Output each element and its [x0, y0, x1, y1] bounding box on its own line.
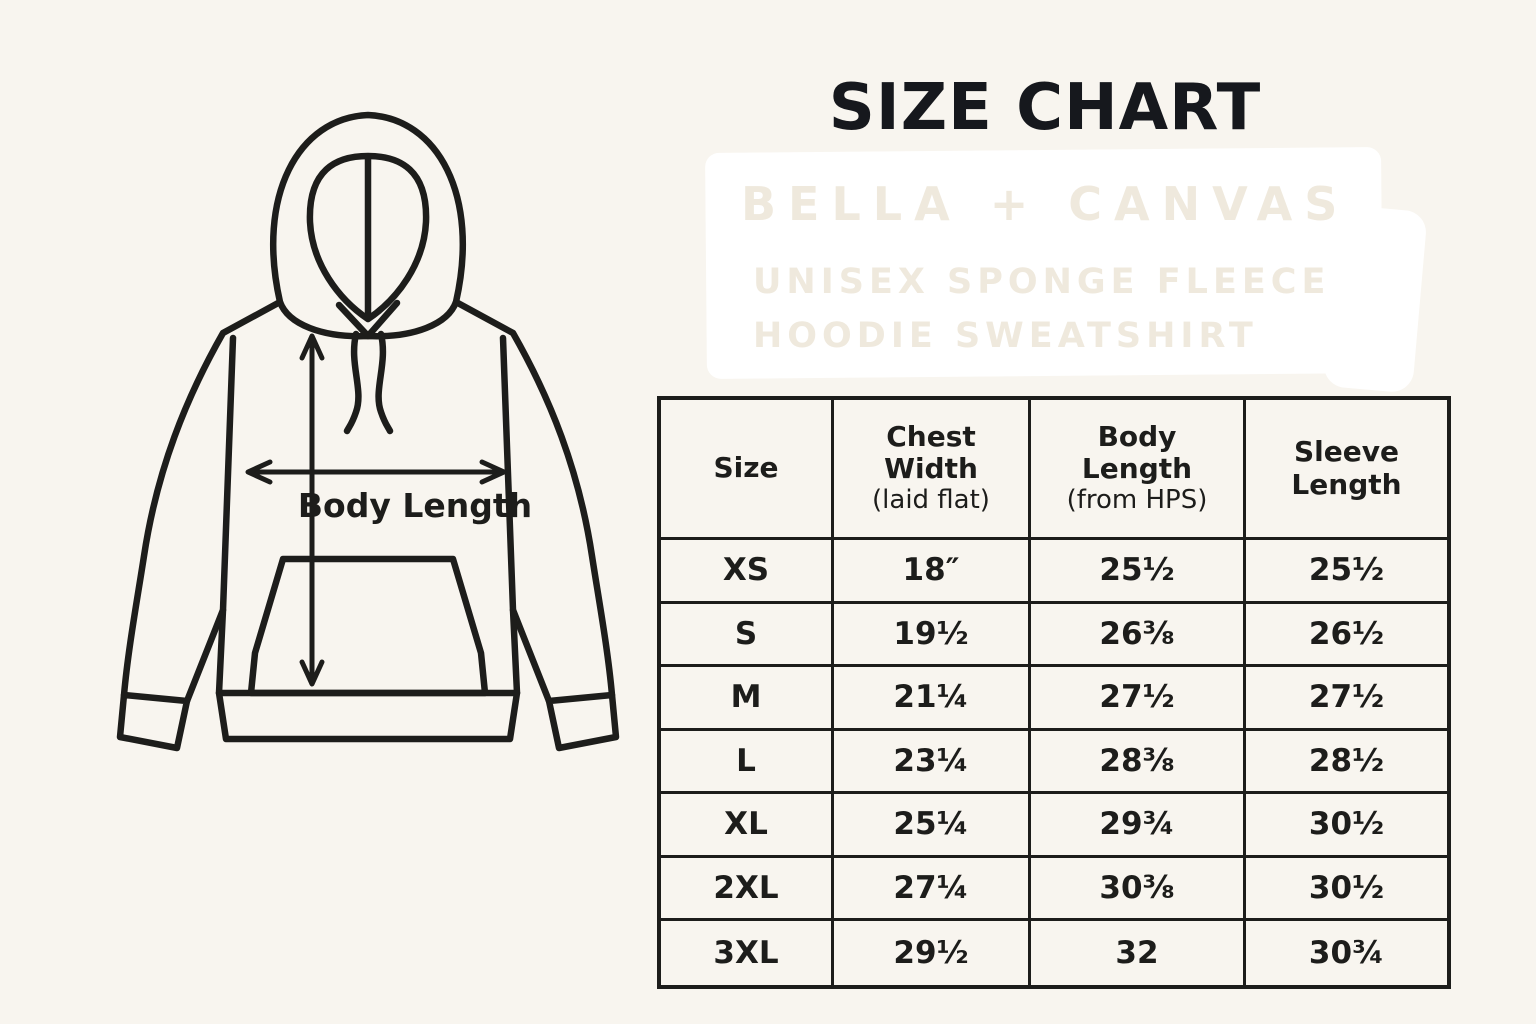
measurement: 27¼: [893, 869, 969, 906]
drawstring-left: [343, 330, 362, 435]
table-row-xl-chest: 25¼: [834, 794, 1031, 858]
hoodie-diagram: Body Length: [116, 111, 620, 752]
table-row-xl-body: 29¾: [1031, 794, 1246, 858]
neck-vee: [335, 299, 401, 340]
column-subtitle: (laid flat): [872, 485, 990, 516]
table-row-2xl-body: 30⅜: [1031, 857, 1246, 921]
measurement: 26⅜: [1099, 615, 1175, 652]
table-row-xs-sleeve: 25½: [1246, 540, 1447, 604]
measurement: 30½: [1308, 869, 1385, 906]
arrowhead-left: [245, 459, 273, 485]
table-row-l-body: 28⅜: [1031, 730, 1246, 794]
measurement: 28½: [1308, 742, 1385, 779]
measurement: 23¼: [893, 742, 969, 779]
sleeve-left-outer: [120, 298, 284, 699]
measurement: 25¼: [893, 806, 969, 843]
white-patch-edge: [1322, 204, 1428, 394]
hood-outline: [270, 111, 466, 340]
measurement: 29¾: [1099, 806, 1175, 843]
table-row-xl-sleeve: 30½: [1246, 794, 1447, 858]
cuff-left: [116, 691, 191, 752]
sleeve-right-outer: [452, 298, 616, 699]
table-row-3xl-chest: 29½: [834, 921, 1031, 985]
column-subtitle: (from HPS): [1066, 485, 1208, 516]
kangaroo-pocket: [247, 555, 489, 697]
measurement: 27½: [1308, 679, 1385, 716]
table-row-xs-chest: 18″: [834, 540, 1031, 604]
measurement: 19½: [893, 615, 969, 652]
cuff-right: [545, 691, 620, 752]
measurement: 18″: [902, 552, 960, 589]
column-title: Body Length: [1081, 419, 1193, 485]
measurement: 28⅜: [1099, 742, 1175, 779]
size-label: 2XL: [713, 869, 779, 906]
measurement: 30½: [1308, 806, 1385, 843]
measurement: 30⅜: [1099, 869, 1175, 906]
size-label: 3XL: [713, 934, 779, 971]
table-row-2xl-sleeve: 30½: [1246, 858, 1447, 921]
table-row-3xl-size: 3XL: [661, 921, 834, 985]
table-row-m-sleeve: 27½: [1246, 667, 1447, 731]
measurement: 25½: [1099, 552, 1175, 589]
hood-opening: [306, 152, 430, 323]
table-row-l-size: L: [661, 730, 834, 794]
size-label: XS: [722, 552, 770, 589]
table-row-3xl-sleeve: 30¾: [1246, 921, 1447, 985]
table-row-l-chest: 23¼: [834, 730, 1031, 794]
size-label: M: [730, 679, 762, 716]
hem-band: [215, 689, 521, 743]
measurement: 21¼: [893, 679, 969, 716]
column-title: Chest Width: [884, 419, 978, 485]
table-row-m-body: 27½: [1031, 667, 1246, 731]
header-cell-size: Size: [661, 400, 834, 540]
size-label: L: [736, 742, 756, 779]
body-length-label: Body Length: [298, 486, 532, 525]
measurement: 26½: [1308, 615, 1385, 652]
table-row-s-chest: 19½: [834, 603, 1031, 667]
body-side-left: [215, 606, 227, 697]
table-row-xs-body: 25½: [1031, 540, 1246, 604]
table-row-xl-size: XL: [661, 794, 834, 858]
measurement: 27½: [1099, 679, 1175, 716]
product-line-ghost: UNISEX SPONGE FLEECE: [753, 262, 1331, 302]
arrowhead-down: [299, 659, 325, 687]
sleeve-left-inner: [183, 334, 237, 705]
header-cell-chest-width: Chest Width (laid flat): [834, 400, 1031, 540]
page-title: SIZE CHART: [828, 71, 1262, 145]
table-row-3xl-body: 32: [1031, 921, 1246, 985]
sleeve-right-inner: [499, 334, 553, 705]
brand-name-ghost: BELLA + CANVAS: [741, 177, 1350, 231]
table-row-m-size: M: [661, 667, 834, 731]
body-side-right: [509, 606, 521, 697]
table-row-2xl-size: 2XL: [661, 857, 834, 921]
column-title: Sleeve Length: [1291, 435, 1402, 501]
size-label: S: [734, 615, 758, 652]
header-cell-body-length: Body Length (from HPS): [1031, 400, 1246, 540]
column-title: Size: [713, 451, 779, 485]
arrowhead-right: [479, 459, 507, 485]
measurement: 29½: [893, 934, 969, 971]
table-row-xs-size: XS: [661, 540, 834, 604]
table-row-s-size: S: [661, 603, 834, 667]
size-table: Size Chest Width (laid flat) Body Length…: [657, 396, 1451, 989]
measurement: 30¾: [1308, 934, 1385, 971]
product-name-ghost: HOODIE SWEATSHIRT: [753, 316, 1258, 356]
table-row-s-sleeve: 26½: [1246, 604, 1447, 667]
table-row-m-chest: 21¼: [834, 667, 1031, 731]
header-cell-sleeve-length: Sleeve Length: [1246, 400, 1447, 540]
table-row-2xl-chest: 27¼: [834, 857, 1031, 921]
measurement: 25½: [1308, 552, 1385, 589]
table-row-l-sleeve: 28½: [1246, 731, 1447, 794]
arrowhead-up: [299, 333, 325, 361]
size-label: XL: [724, 806, 768, 843]
measurement: 32: [1115, 934, 1159, 971]
table-row-s-body: 26⅜: [1031, 603, 1246, 667]
drawstring-right: [375, 330, 394, 435]
